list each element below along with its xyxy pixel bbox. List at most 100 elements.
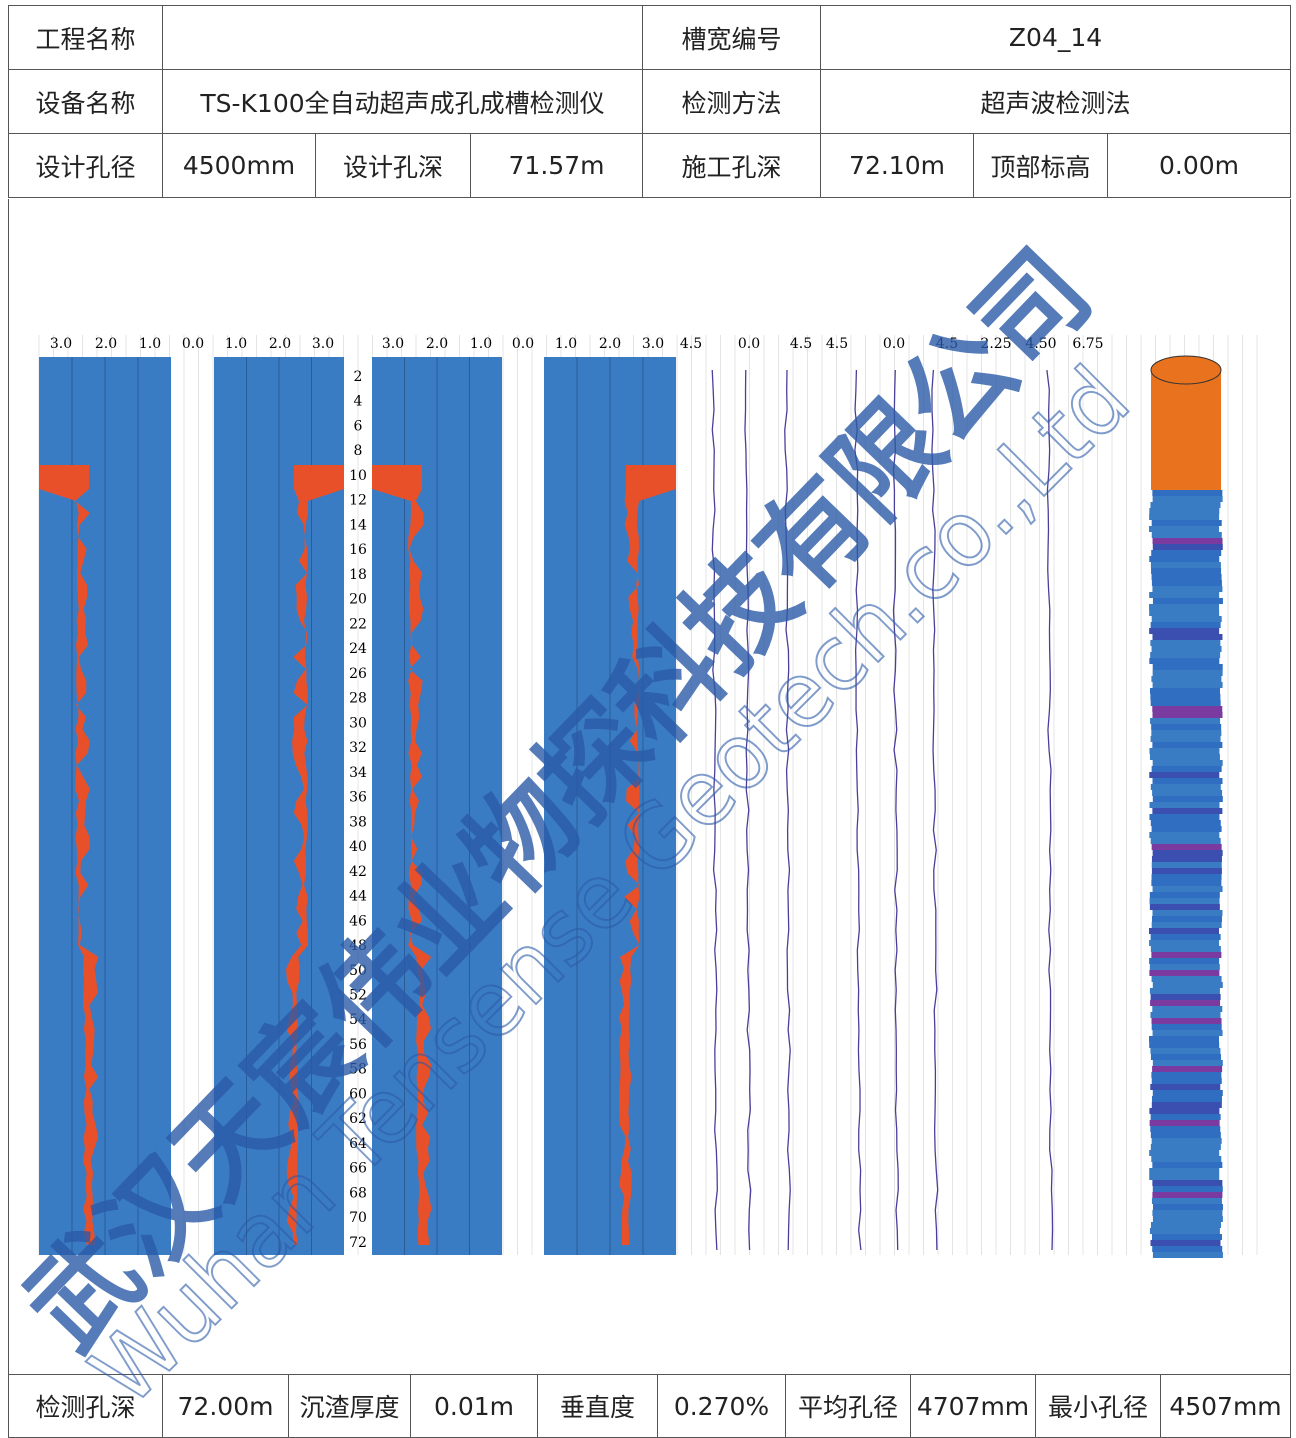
- depth-label: 58: [349, 1062, 367, 1078]
- trace-line: [784, 369, 791, 1251]
- cylinder-band: [1151, 676, 1222, 682]
- depth-label: 70: [349, 1210, 367, 1226]
- depth-label: 44: [349, 889, 367, 905]
- cylinder-band: [1149, 772, 1220, 778]
- depth-label: 62: [349, 1111, 367, 1127]
- value-cell: 0.270%: [657, 1374, 786, 1438]
- value-cell: 71.57m: [469, 133, 644, 198]
- cylinder-band: [1150, 1144, 1221, 1150]
- cylinder-band: [1150, 1126, 1221, 1132]
- cylinder-band: [1149, 832, 1220, 838]
- cylinder-band: [1150, 838, 1221, 844]
- cylinder-band: [1149, 904, 1220, 910]
- cylinder-band: [1152, 850, 1223, 856]
- cylinder-band: [1150, 562, 1221, 568]
- cylinder-band: [1149, 1174, 1220, 1180]
- cylinder-band: [1149, 958, 1220, 964]
- cylinder-band: [1150, 946, 1221, 952]
- cylinder-band: [1151, 1198, 1222, 1204]
- cylinder-band: [1149, 1150, 1220, 1156]
- value-cell: 72.10m: [820, 133, 975, 198]
- label-cell: 设计孔深: [315, 133, 471, 198]
- cylinder-band: [1151, 1024, 1222, 1030]
- header-table: 工程名称 槽宽编号 Z04_14 设备名称 TS-K100全自动超声成孔成槽检测…: [8, 5, 1292, 198]
- cylinder-band: [1152, 682, 1223, 688]
- cylinder-band: [1151, 1138, 1222, 1144]
- depth-label: 40: [349, 839, 367, 855]
- label-cell: 顶部标高: [973, 133, 1109, 198]
- cylinder-band: [1152, 1066, 1223, 1072]
- footer-table: 检测孔深 72.00m 沉渣厚度 0.01m 垂直度 0.270% 平均孔径 4707mm 最小…: [8, 1374, 1291, 1438]
- cylinder-band: [1151, 520, 1222, 526]
- trace-line: [1046, 369, 1054, 1251]
- cylinder-band: [1151, 1096, 1222, 1102]
- depth-label: 50: [349, 963, 367, 979]
- cylinder-band: [1151, 616, 1222, 622]
- cylinder-band: [1150, 1000, 1221, 1006]
- cylinder-band: [1151, 826, 1222, 832]
- depth-label: 48: [349, 938, 367, 954]
- scale-label: 4.5: [680, 336, 702, 352]
- depth-label: 68: [349, 1185, 367, 1201]
- cylinder-band: [1151, 766, 1222, 772]
- cylinder-band: [1152, 796, 1223, 802]
- cylinder-band: [1149, 1108, 1220, 1114]
- cylinder-band: [1150, 1114, 1221, 1120]
- depth-label: 30: [349, 715, 367, 731]
- depth-label: 72: [349, 1235, 367, 1251]
- depth-label: 38: [349, 814, 367, 830]
- cylinder-band: [1150, 1240, 1221, 1246]
- cylinder-band: [1150, 934, 1221, 940]
- cylinder-band: [1152, 886, 1223, 892]
- cylinder-band: [1149, 940, 1220, 946]
- depth-label: 66: [349, 1161, 367, 1177]
- cylinder-band: [1152, 1006, 1223, 1012]
- cylinder-band: [1151, 868, 1222, 874]
- cylinder-band: [1152, 490, 1223, 496]
- scale-label: 0.0: [182, 336, 204, 352]
- cylinder-top-part: [1151, 370, 1221, 490]
- scale-label: 3.0: [642, 336, 664, 352]
- cylinder-band: [1150, 1084, 1221, 1090]
- cylinder-band: [1152, 1192, 1223, 1198]
- depth-label: 2: [354, 369, 363, 385]
- label-cell: 检测孔深: [8, 1374, 163, 1438]
- cylinder-band: [1152, 586, 1223, 592]
- label-cell: 施工孔深: [642, 133, 822, 198]
- cylinder-band: [1149, 970, 1220, 976]
- depth-label: 28: [349, 691, 367, 707]
- value-cell: 0.01m: [410, 1374, 538, 1438]
- cylinder-band: [1152, 982, 1223, 988]
- label-cell: 最小孔径: [1035, 1374, 1161, 1438]
- cylinder-band: [1149, 526, 1220, 532]
- cylinder-band: [1150, 820, 1221, 826]
- cylinder-band: [1150, 784, 1221, 790]
- wall-echo: [619, 465, 676, 1245]
- scale-label: 1.0: [139, 336, 161, 352]
- scale-label: 2.0: [95, 336, 117, 352]
- scale-label: 0.0: [512, 336, 534, 352]
- cylinder-band: [1150, 622, 1221, 628]
- header-row: 设计孔径 4500mm 设计孔深 71.57m 施工孔深 72.10m 顶部标高…: [8, 133, 1292, 198]
- cylinder-band: [1152, 706, 1223, 712]
- depth-label: 16: [349, 542, 367, 558]
- value-cell: 0.00m: [1107, 133, 1292, 198]
- depth-label: 54: [349, 1012, 367, 1028]
- value-cell: TS-K100全自动超声成孔成槽检测仪: [161, 69, 644, 134]
- cylinder-band: [1150, 700, 1221, 706]
- depth-label: 4: [354, 394, 363, 410]
- cylinder-band: [1152, 1090, 1223, 1096]
- cylinder-band: [1152, 496, 1223, 502]
- scale-label: 0.0: [883, 336, 905, 352]
- value-cell: 超声波检测法: [820, 69, 1292, 134]
- scale-label: 2.0: [269, 336, 291, 352]
- depth-label: 10: [349, 468, 367, 484]
- cylinder-band: [1151, 580, 1222, 586]
- cylinder-band: [1150, 1222, 1221, 1228]
- cylinder-band: [1151, 916, 1222, 922]
- cylinder-band: [1152, 808, 1223, 814]
- wall-echo: [372, 465, 432, 1245]
- depth-label: 20: [349, 592, 367, 608]
- cylinder-band: [1152, 712, 1223, 718]
- cylinder-band: [1150, 694, 1221, 700]
